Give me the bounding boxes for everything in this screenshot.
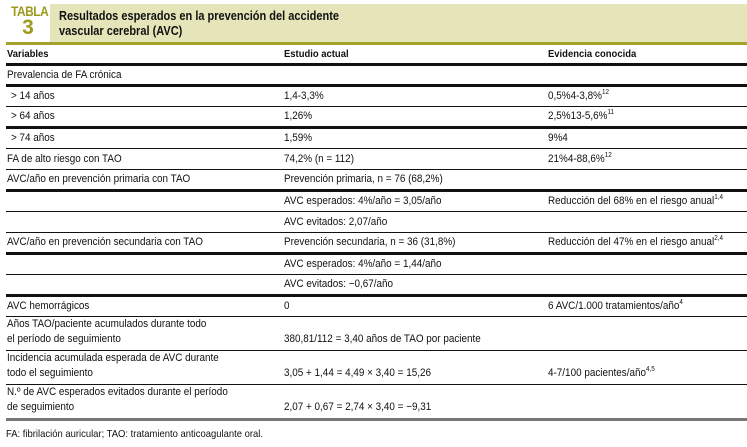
cell-variable bbox=[6, 190, 283, 212]
cell-estudio-actual: AVC evitados: 2,07/año bbox=[283, 211, 547, 233]
cell-evidencia bbox=[547, 316, 747, 351]
cell-variable: > 74 años bbox=[6, 127, 283, 149]
reference-superscript: 4 bbox=[679, 299, 683, 306]
title-divider bbox=[6, 42, 747, 45]
title-line-2: vascular cerebral (AVC) bbox=[59, 24, 183, 38]
table-number-label: TABLA 3 bbox=[8, 3, 49, 39]
cell-estudio-actual: AVC esperados: 4%/año = 1,44/año bbox=[283, 253, 547, 275]
cell-evidencia bbox=[547, 169, 747, 192]
cell-evidencia: Reducción del 47% en el riesgo anual2,4 bbox=[547, 232, 747, 255]
cell-evidencia: 2,5%13-5,6%11 bbox=[547, 106, 747, 129]
reference-superscript: 1,4 bbox=[714, 194, 723, 201]
tabla-number: 3 bbox=[22, 16, 34, 39]
cell-variable bbox=[6, 211, 283, 233]
table-row: AVC evitados: 2,07/año bbox=[6, 211, 747, 233]
table-row: FA de alto riesgo con TAO 74,2% (n = 112)… bbox=[6, 148, 747, 170]
cell-variable: Incidencia acumulada esperada de AVC dur… bbox=[6, 350, 283, 385]
table-row: > 14 años 1,4-3,3% 0,5%4-3,8%12 bbox=[6, 85, 747, 107]
cell-evidencia: 9%4 bbox=[547, 127, 747, 149]
cell-variable: Años TAO/paciente acumulados durante tod… bbox=[6, 316, 283, 351]
cell-variable: > 14 años bbox=[6, 85, 283, 107]
cell-variable bbox=[6, 253, 283, 275]
cell-variable: N.º de AVC esperados evitados durante el… bbox=[6, 384, 283, 421]
reference-superscript: 11 bbox=[607, 109, 614, 116]
cell-estudio-actual: 3,05 + 1,44 = 4,49 × 3,40 = 15,26 bbox=[283, 350, 547, 385]
column-header-row: Variables Estudio actual Evidencia conoc… bbox=[6, 45, 747, 66]
cell-estudio-actual: 380,81/112 = 3,40 años de TAO por pacien… bbox=[283, 316, 547, 351]
table-row: Incidencia acumulada esperada de AVC dur… bbox=[6, 350, 747, 385]
cell-estudio-actual: 1,4-3,3% bbox=[283, 85, 547, 107]
cell-evidencia: Reducción del 68% en el riesgo anual1,4 bbox=[547, 190, 747, 212]
reference-superscript: 12 bbox=[604, 151, 612, 159]
table-row: > 74 años 1,59% 9%4 bbox=[6, 127, 747, 149]
cell-evidencia bbox=[547, 211, 747, 233]
cell-estudio-actual: 1,26% bbox=[283, 106, 547, 129]
cell-evidencia bbox=[547, 274, 747, 297]
cell-variable: AVC hemorrágicos bbox=[6, 295, 283, 317]
cell-evidencia bbox=[547, 64, 747, 87]
table-row: > 64 años 1,26% 2,5%13-5,6%11 bbox=[6, 106, 747, 129]
table-title: Resultados esperados en la prevención de… bbox=[50, 4, 747, 43]
cell-estudio-actual: Prevención primaria, n = 76 (68,2%) bbox=[283, 169, 547, 192]
table-row: N.º de AVC esperados evitados durante el… bbox=[6, 384, 747, 421]
cell-variable: FA de alto riesgo con TAO bbox=[6, 148, 283, 170]
cell-estudio-actual: 0 bbox=[283, 295, 547, 317]
table-row: AVC esperados: 4%/año = 1,44/año bbox=[6, 253, 747, 275]
cell-evidencia: 4-7/100 pacientes/año4,5 bbox=[547, 350, 747, 385]
cell-estudio-actual: 1,59% bbox=[283, 127, 547, 149]
cell-evidencia bbox=[547, 384, 747, 421]
reference-superscript: 4,5 bbox=[645, 365, 655, 373]
column-header-evidencia: Evidencia conocida bbox=[547, 45, 747, 66]
column-header-variables: Variables bbox=[6, 45, 283, 66]
column-header-estudio: Estudio actual bbox=[283, 45, 547, 66]
table-row: AVC esperados: 4%/año = 3,05/año Reducció… bbox=[6, 190, 747, 212]
table-row: Prevalencia de FA crónica bbox=[6, 64, 747, 87]
cell-estudio-actual: AVC esperados: 4%/año = 3,05/año bbox=[283, 190, 547, 212]
cell-estudio-actual: AVC evitados: −0,67/año bbox=[283, 274, 547, 297]
cell-estudio-actual: 74,2% (n = 112) bbox=[283, 148, 547, 170]
reference-superscript: 2,4 bbox=[714, 235, 723, 242]
title-line-1: Resultados esperados en la prevención de… bbox=[59, 9, 339, 23]
table-row: AVC evitados: −0,67/año bbox=[6, 274, 747, 297]
cell-evidencia: 0,5%4-3,8%12 bbox=[547, 85, 747, 107]
cell-evidencia bbox=[547, 253, 747, 275]
reference-superscript: 12 bbox=[601, 89, 609, 96]
cell-estudio-actual: 2,07 + 0,67 = 2,74 × 3,40 = −9,31 bbox=[283, 384, 547, 421]
cell-variable: > 64 años bbox=[6, 106, 283, 129]
footnote: FA: fibrilación auricular; TAO: tratamie… bbox=[6, 428, 264, 440]
cell-estudio-actual: Prevención secundaria, n = 36 (31,8%) bbox=[283, 232, 547, 255]
table-header: TABLA 3 Resultados esperados en la preve… bbox=[0, 0, 747, 45]
cell-variable: Prevalencia de FA crónica bbox=[6, 64, 283, 87]
tabla-label: TABLA bbox=[11, 3, 49, 19]
table-row: AVC/año en prevención secundaria con TAO… bbox=[6, 232, 747, 255]
cell-variable bbox=[6, 274, 283, 297]
table-row: Años TAO/paciente acumulados durante tod… bbox=[6, 316, 747, 351]
table-row: AVC/año en prevención primaria con TAO Pr… bbox=[6, 169, 747, 192]
cell-variable: AVC/año en prevención primaria con TAO bbox=[6, 169, 283, 192]
table-row: AVC hemorrágicos 0 6 AVC/1.000 tratamiento… bbox=[6, 295, 747, 317]
cell-evidencia: 21%4-88,6%12 bbox=[547, 148, 747, 170]
cell-estudio-actual bbox=[283, 64, 547, 87]
cell-variable: AVC/año en prevención secundaria con TAO bbox=[6, 232, 283, 255]
cell-evidencia: 6 AVC/1.000 tratamientos/año4 bbox=[547, 295, 747, 317]
results-table: Variables Estudio actual Evidencia conoc… bbox=[6, 45, 747, 421]
